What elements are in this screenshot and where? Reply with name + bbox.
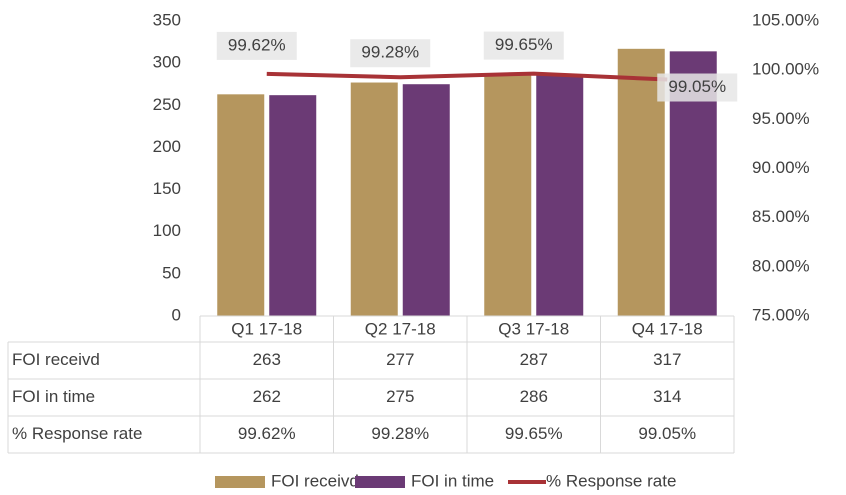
y2-tick-label: 100.00% xyxy=(752,60,819,79)
data-label: 99.28% xyxy=(361,43,419,62)
x-tick-label: Q4 17-18 xyxy=(632,319,703,338)
table-row-label: % Response rate xyxy=(12,424,142,443)
table-cell: 99.05% xyxy=(638,424,696,443)
table-cell: 317 xyxy=(653,350,681,369)
bar xyxy=(217,94,265,316)
y2-tick-label: 80.00% xyxy=(752,256,810,275)
y-tick-label: 0 xyxy=(172,305,181,324)
legend-swatch xyxy=(215,476,265,488)
bar xyxy=(484,74,532,316)
y-tick-label: 150 xyxy=(153,179,181,198)
table-cell: 287 xyxy=(520,350,548,369)
bar xyxy=(269,95,317,317)
legend-label: FOI receivd xyxy=(271,471,359,490)
bar xyxy=(350,82,398,317)
data-label-box xyxy=(657,73,738,102)
x-tick-label: Q1 17-18 xyxy=(231,319,302,338)
line xyxy=(266,71,668,82)
x-tick-label: Q3 17-18 xyxy=(498,319,569,338)
table-cell: 262 xyxy=(253,387,281,406)
table-cell: 99.62% xyxy=(238,424,296,443)
bar xyxy=(536,74,584,316)
table-cell: 99.65% xyxy=(505,424,563,443)
table-cell: 99.28% xyxy=(371,424,429,443)
data-label-box xyxy=(350,39,431,68)
y2-tick-label: 105.00% xyxy=(752,10,819,29)
y-tick-label: 250 xyxy=(153,95,181,114)
y-tick-label: 200 xyxy=(153,137,181,156)
table-row-label: FOI in time xyxy=(12,387,95,406)
y-tick-label: 300 xyxy=(153,53,181,72)
table-row-label: FOI receivd xyxy=(12,350,100,369)
legend-label: FOI in time xyxy=(411,471,494,490)
table-cell: 263 xyxy=(253,350,281,369)
data-label: 99.05% xyxy=(668,77,726,96)
y2-tick-label: 85.00% xyxy=(752,207,810,226)
data-label: 99.65% xyxy=(495,35,553,54)
y2-tick-label: 95.00% xyxy=(752,109,810,128)
y2-tick-label: 75.00% xyxy=(752,305,810,324)
table-cell: 277 xyxy=(386,350,414,369)
legend-swatch xyxy=(355,476,405,488)
table-cell: 314 xyxy=(653,387,681,406)
x-tick-label: Q2 17-18 xyxy=(365,319,436,338)
bar xyxy=(402,84,450,316)
data-label: 99.62% xyxy=(228,35,286,54)
table-cell: 286 xyxy=(520,387,548,406)
y-tick-label: 50 xyxy=(162,263,181,282)
legend-label: % Response rate xyxy=(546,471,676,490)
y-tick-label: 100 xyxy=(153,221,181,240)
table-cell: 275 xyxy=(386,387,414,406)
y2-tick-label: 90.00% xyxy=(752,158,810,177)
y-tick-label: 350 xyxy=(153,10,181,29)
data-label-box xyxy=(483,31,564,60)
data-label-box xyxy=(216,31,297,60)
bar xyxy=(617,48,665,317)
